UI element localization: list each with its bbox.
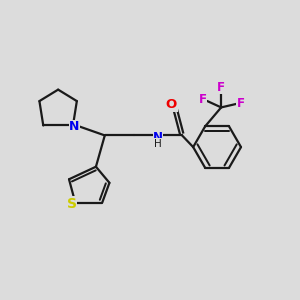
Text: F: F: [217, 81, 225, 94]
Text: S: S: [67, 197, 77, 211]
Text: F: F: [237, 98, 245, 110]
Text: N: N: [69, 120, 80, 134]
Text: O: O: [166, 98, 177, 111]
Text: N: N: [153, 131, 163, 144]
Text: H: H: [154, 139, 162, 148]
Text: F: F: [199, 93, 207, 106]
